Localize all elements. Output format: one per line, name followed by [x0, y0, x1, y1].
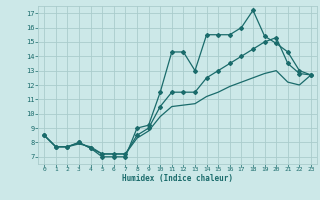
X-axis label: Humidex (Indice chaleur): Humidex (Indice chaleur) [122, 174, 233, 183]
